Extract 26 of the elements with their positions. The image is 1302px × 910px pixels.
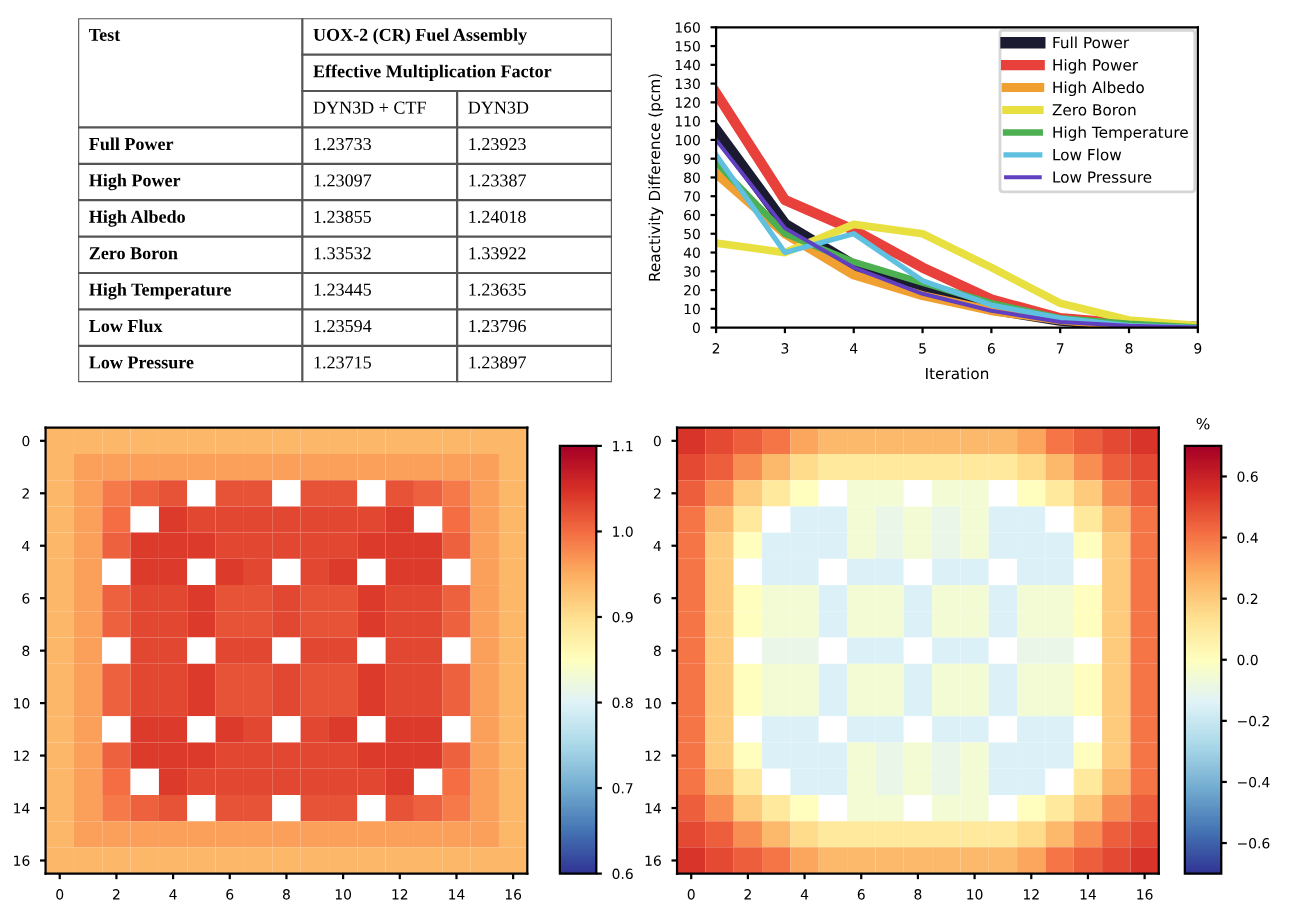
text: DYN3D <box>468 101 529 114</box>
category-label: High Temperature <box>89 282 231 300</box>
data-label: 1.23635 <box>469 283 526 296</box>
data-label: 1.23796 <box>469 319 526 333</box>
text: Effective Multiplication Factor <box>313 64 552 82</box>
data-label: 1.23897 <box>469 356 526 369</box>
data-label: 1.23387 <box>469 174 526 187</box>
data-label: 1.33532 <box>314 247 371 260</box>
category-label: Low Flux <box>89 319 163 333</box>
data-label: 1.23445 <box>314 283 371 296</box>
text: DYN3D + CTF <box>313 101 426 114</box>
data-label: 1.23715 <box>314 356 371 369</box>
data-label: 1.23097 <box>314 174 372 187</box>
data-label: 1.23594 <box>314 319 372 333</box>
text: Test <box>89 28 121 41</box>
data-label: 1.23733 <box>314 137 371 151</box>
category-label: High Power <box>89 173 181 191</box>
data-label: 1.24018 <box>469 210 526 223</box>
category-label: High Albedo <box>89 210 185 227</box>
data-label: 1.23923 <box>469 137 526 151</box>
data-label: 1.33922 <box>469 247 526 260</box>
category-label: Zero Boron <box>89 247 178 260</box>
category-label: Full Power <box>89 137 174 151</box>
text: UOX-2 (CR) Fuel Assembly <box>313 28 527 45</box>
data-label: 1.23855 <box>314 210 371 223</box>
category-label: Low Pressure <box>89 356 194 369</box>
